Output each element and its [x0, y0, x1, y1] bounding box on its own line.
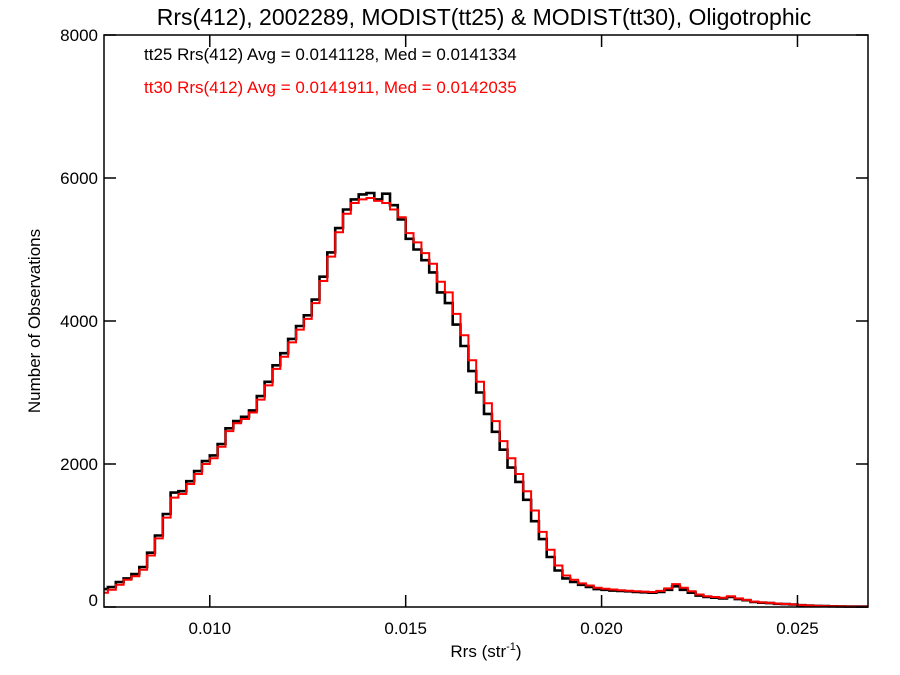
series-line-tt30 — [104, 197, 868, 608]
x-tick-label: 0.010 — [189, 619, 232, 638]
y-tick-label: 8000 — [60, 26, 98, 45]
y-axis-label: Number of Observations — [25, 229, 44, 413]
x-axis-label-superscript: -1 — [506, 641, 516, 653]
x-axis-label-close: ) — [516, 642, 522, 661]
y-tick-label: 2000 — [60, 455, 98, 474]
chart-title: Rrs(412), 2002289, MODIST(tt25) & MODIST… — [157, 4, 811, 30]
annotation-tt30: tt30 Rrs(412) Avg = 0.0141911, Med = 0.0… — [144, 78, 517, 97]
y-tick-label: 0 — [89, 591, 98, 610]
axis-layer: 0.010 0.015 0.020 0.025 0 2000 4000 6000 8000 — [60, 26, 868, 638]
annotation-tt25: tt25 Rrs(412) Avg = 0.0141128, Med = 0.0… — [144, 45, 517, 64]
series-layer — [104, 191, 868, 608]
x-axis-label-text: Rrs (str — [450, 642, 506, 661]
x-axis-label: Rrs (str-1) — [450, 641, 521, 661]
y-tick-label: 6000 — [60, 169, 98, 188]
x-tick-label: 0.025 — [776, 619, 819, 638]
x-tick-label: 0.015 — [384, 619, 427, 638]
x-tick-label: 0.020 — [580, 619, 623, 638]
y-tick-label: 4000 — [60, 312, 98, 331]
